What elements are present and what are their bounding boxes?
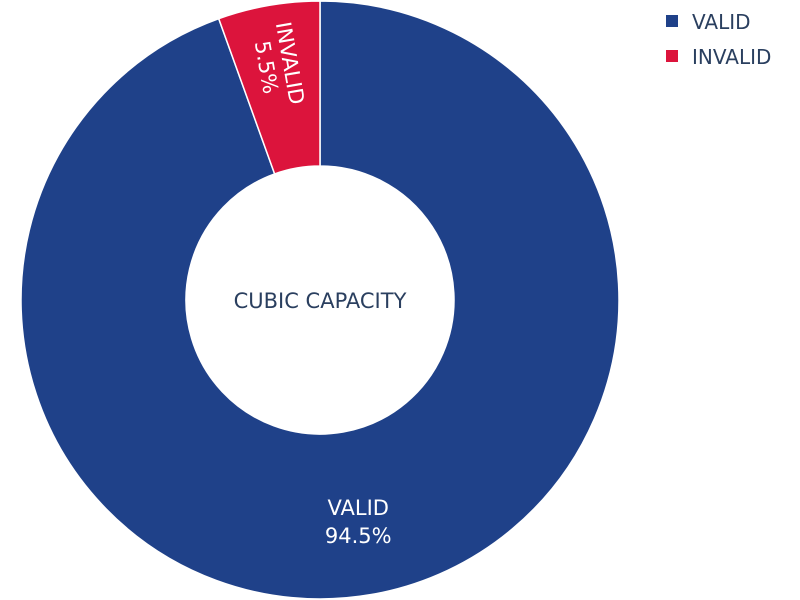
slice-label-valid: VALID 94.5% [325,496,392,548]
legend-label-valid: VALID [692,10,751,34]
legend-swatch-valid [666,15,678,27]
slice-percent-label: 94.5% [325,524,392,548]
legend-item-valid[interactable]: VALID [666,10,751,34]
legend[interactable]: VALID INVALID [666,10,771,69]
center-label: CUBIC CAPACITY [234,289,407,313]
slice-category-label: VALID [328,496,389,520]
legend-item-invalid[interactable]: INVALID [666,45,771,69]
legend-swatch-invalid [666,50,678,62]
legend-label-invalid: INVALID [692,45,771,69]
slices-layer [20,0,620,600]
slice-valid[interactable] [20,0,620,600]
slice-invalid[interactable] [217,0,321,175]
